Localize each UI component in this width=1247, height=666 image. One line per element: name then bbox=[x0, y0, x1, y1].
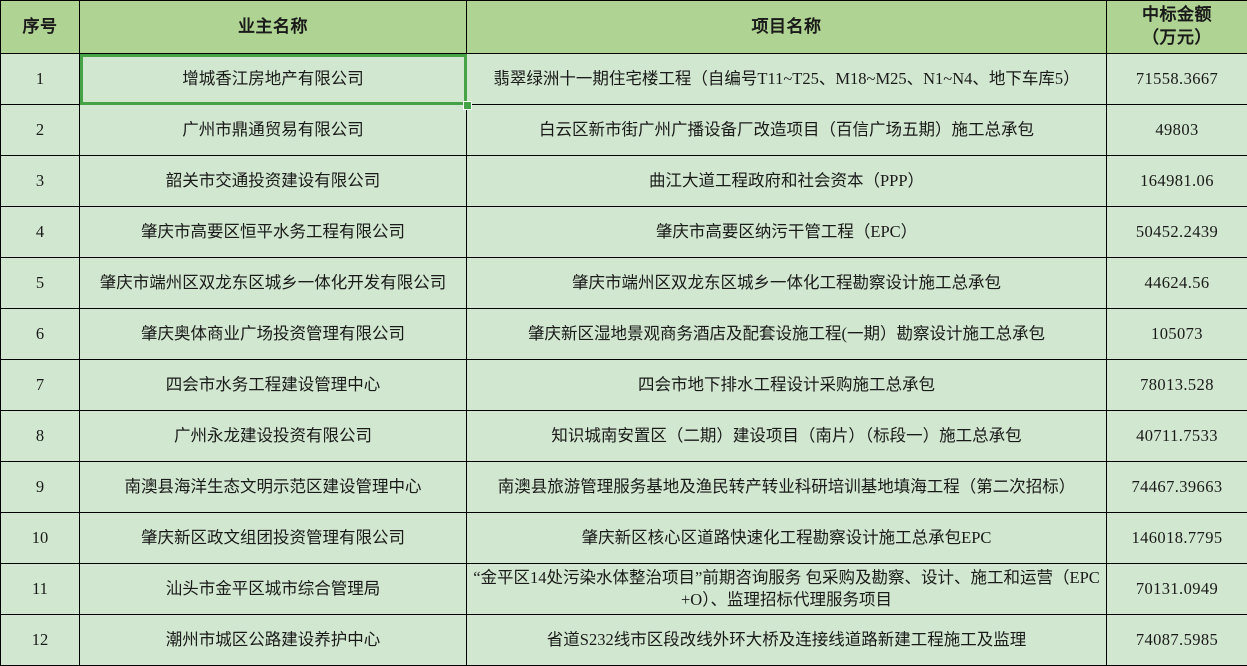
cell-owner[interactable]: 四会市水务工程建设管理中心 bbox=[80, 360, 467, 411]
cell-owner[interactable]: 韶关市交通投资建设有限公司 bbox=[80, 156, 467, 207]
cell-index[interactable]: 7 bbox=[1, 360, 80, 411]
cell-project[interactable]: 曲江大道工程政府和社会资本（PPP） bbox=[467, 156, 1107, 207]
cell-project[interactable]: “金平区14处污染水体整治项目”前期咨询服务 包采购及勘察、设计、施工和运营（E… bbox=[467, 564, 1107, 615]
cell-index[interactable]: 12 bbox=[1, 615, 80, 666]
cell-project[interactable]: 翡翠绿洲十一期住宅楼工程（自编号T11~T25、M18~M25、N1~N4、地下… bbox=[467, 54, 1107, 105]
cell-project[interactable]: 南澳县旅游管理服务基地及渔民转产转业科研培训基地填海工程（第二次招标） bbox=[467, 462, 1107, 513]
cell-project[interactable]: 白云区新市街广州广播设备厂改造项目（百信广场五期）施工总承包 bbox=[467, 105, 1107, 156]
cell-owner[interactable]: 潮州市城区公路建设养护中心 bbox=[80, 615, 467, 666]
cell-owner[interactable]: 增城香江房地产有限公司 bbox=[80, 54, 467, 105]
cell-index[interactable]: 6 bbox=[1, 309, 80, 360]
cell-index[interactable]: 3 bbox=[1, 156, 80, 207]
column-header-amount-line2: （万元） bbox=[1111, 27, 1243, 50]
cell-project[interactable]: 四会市地下排水工程设计采购施工总承包 bbox=[467, 360, 1107, 411]
column-header-amount[interactable]: 中标金额 （万元） bbox=[1107, 1, 1247, 54]
cell-index[interactable]: 1 bbox=[1, 54, 80, 105]
cell-owner[interactable]: 肇庆市端州区双龙东区城乡一体化开发有限公司 bbox=[80, 258, 467, 309]
cell-amount[interactable]: 78013.528 bbox=[1107, 360, 1247, 411]
cell-amount[interactable]: 71558.3667 bbox=[1107, 54, 1247, 105]
cell-project[interactable]: 肇庆市端州区双龙东区城乡一体化工程勘察设计施工总承包 bbox=[467, 258, 1107, 309]
cell-amount[interactable]: 164981.06 bbox=[1107, 156, 1247, 207]
cell-owner[interactable]: 肇庆新区政文组团投资管理有限公司 bbox=[80, 513, 467, 564]
cell-amount[interactable]: 44624.56 bbox=[1107, 258, 1247, 309]
cell-amount[interactable]: 50452.2439 bbox=[1107, 207, 1247, 258]
cell-index[interactable]: 4 bbox=[1, 207, 80, 258]
cell-amount[interactable]: 74087.5985 bbox=[1107, 615, 1247, 666]
cell-owner[interactable]: 肇庆市高要区恒平水务工程有限公司 bbox=[80, 207, 467, 258]
cell-project[interactable]: 肇庆新区核心区道路快速化工程勘察设计施工总承包EPC bbox=[467, 513, 1107, 564]
cell-index[interactable]: 2 bbox=[1, 105, 80, 156]
table-header-row: 序号 业主名称 项目名称 中标金额 （万元） bbox=[1, 1, 1247, 54]
column-header-index[interactable]: 序号 bbox=[1, 1, 80, 54]
cell-owner[interactable]: 广州市鼎通贸易有限公司 bbox=[80, 105, 467, 156]
cell-amount[interactable]: 40711.7533 bbox=[1107, 411, 1247, 462]
column-header-owner[interactable]: 业主名称 bbox=[80, 1, 467, 54]
cell-index[interactable]: 9 bbox=[1, 462, 80, 513]
column-header-project[interactable]: 项目名称 bbox=[467, 1, 1107, 54]
column-header-amount-line1: 中标金额 bbox=[1111, 4, 1243, 27]
cell-index[interactable]: 11 bbox=[1, 564, 80, 615]
cell-amount[interactable]: 70131.0949 bbox=[1107, 564, 1247, 615]
cell-amount[interactable]: 74467.39663 bbox=[1107, 462, 1247, 513]
cell-index[interactable]: 8 bbox=[1, 411, 80, 462]
cell-owner[interactable]: 广州永龙建设投资有限公司 bbox=[80, 411, 467, 462]
cell-index[interactable]: 10 bbox=[1, 513, 80, 564]
cell-owner[interactable]: 汕头市金平区城市综合管理局 bbox=[80, 564, 467, 615]
cell-index[interactable]: 5 bbox=[1, 258, 80, 309]
cell-owner[interactable]: 肇庆奥体商业广场投资管理有限公司 bbox=[80, 309, 467, 360]
cell-amount[interactable]: 49803 bbox=[1107, 105, 1247, 156]
cell-project[interactable]: 肇庆新区湿地景观商务酒店及配套设施工程(一期）勘察设计施工总承包 bbox=[467, 309, 1107, 360]
cell-owner[interactable]: 南澳县海洋生态文明示范区建设管理中心 bbox=[80, 462, 467, 513]
cell-amount[interactable]: 105073 bbox=[1107, 309, 1247, 360]
table-header: 序号 业主名称 项目名称 中标金额 （万元） bbox=[1, 1, 1247, 54]
cell-project[interactable]: 肇庆市高要区纳污干管工程（EPC） bbox=[467, 207, 1107, 258]
cell-project[interactable]: 省道S232线市区段改线外环大桥及连接线道路新建工程施工及监理 bbox=[467, 615, 1107, 666]
cell-project[interactable]: 知识城南安置区（二期）建设项目（南片）（标段一）施工总承包 bbox=[467, 411, 1107, 462]
cell-amount[interactable]: 146018.7795 bbox=[1107, 513, 1247, 564]
